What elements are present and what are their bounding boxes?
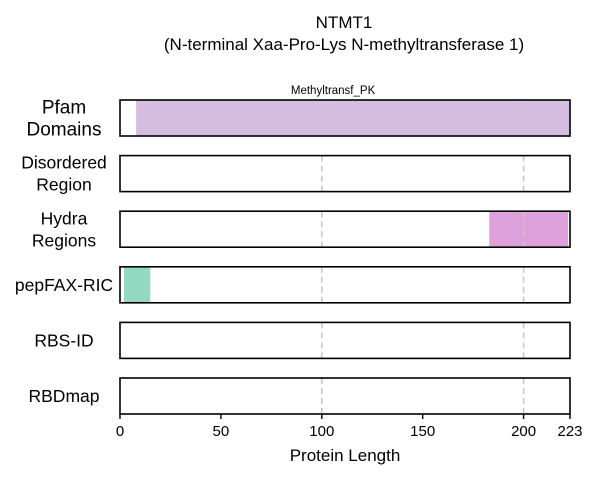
x-tick-label: 0	[116, 423, 124, 440]
track-background	[120, 155, 570, 192]
track-label-line: RBS-ID	[34, 331, 93, 351]
track-row: Hydra Regions	[32, 208, 571, 250]
x-axis: 0 50 100 150 200 223	[116, 414, 583, 440]
track-segment	[489, 211, 568, 248]
track-background	[120, 378, 570, 414]
domain-label: Methyltransf_PK	[291, 85, 376, 97]
chart-title: NTMT1	[316, 13, 373, 32]
track-background	[120, 322, 570, 359]
track-label-line: Domains	[27, 120, 102, 141]
track-border	[119, 265, 571, 304]
track-segment	[136, 100, 570, 136]
track-row: RBS-ID	[34, 321, 571, 360]
track-segment	[124, 266, 151, 303]
track-label: pepFAX-RIC	[15, 275, 113, 295]
x-tick-label: 100	[309, 423, 334, 440]
track-label: RBS-ID	[34, 331, 93, 351]
track-border	[119, 154, 571, 193]
track-label-line: RBDmap	[29, 386, 100, 406]
track-label: RBDmap	[29, 386, 100, 406]
track-row: RBDmap	[29, 377, 571, 415]
x-axis-label: Protein Length	[290, 446, 401, 465]
track-border	[119, 99, 571, 137]
x-tick-label: 150	[410, 423, 435, 440]
chart-subtitle: (N-terminal Xaa-Pro-Lys N-methyltransfer…	[164, 35, 524, 54]
track-label-line: Regions	[32, 230, 96, 250]
track-label: Disordered Region	[21, 153, 107, 195]
track-background	[120, 266, 570, 303]
track-label-line: Hydra	[41, 208, 88, 228]
x-tick-label: 200	[511, 423, 536, 440]
track-row: pepFAX-RIC	[15, 265, 571, 304]
track-border	[119, 321, 571, 360]
track-label-line: pepFAX-RIC	[15, 275, 113, 295]
track-label-line: Pfam	[42, 98, 86, 119]
track-label: Hydra Regions	[32, 208, 96, 250]
track-row: Methyltransf_PK Pfam Domains	[27, 85, 571, 141]
track-label-line: Region	[36, 175, 91, 195]
track-border	[119, 377, 571, 415]
track-row: Disordered Region	[21, 153, 571, 195]
track-label-line: Disordered	[21, 153, 107, 173]
track-label: Pfam Domains	[27, 98, 102, 141]
x-tick-label: 223	[557, 423, 582, 440]
track-border	[119, 210, 571, 248]
x-tick-label: 50	[213, 423, 230, 440]
